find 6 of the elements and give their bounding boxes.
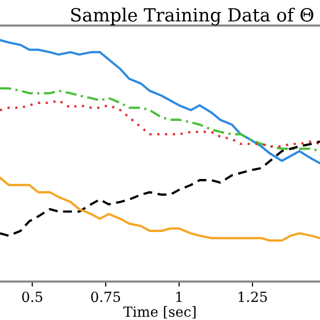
- chart-title: Sample Training Data of Θ: [71, 8, 314, 26]
- x-tick-label: 1.25: [238, 292, 267, 302]
- x-tick-label: 1: [176, 292, 182, 302]
- x-axis-title: Time [sec]: [123, 306, 196, 319]
- x-tick-label: 0.5: [22, 292, 42, 302]
- x-tick-label: 0.75: [91, 292, 120, 302]
